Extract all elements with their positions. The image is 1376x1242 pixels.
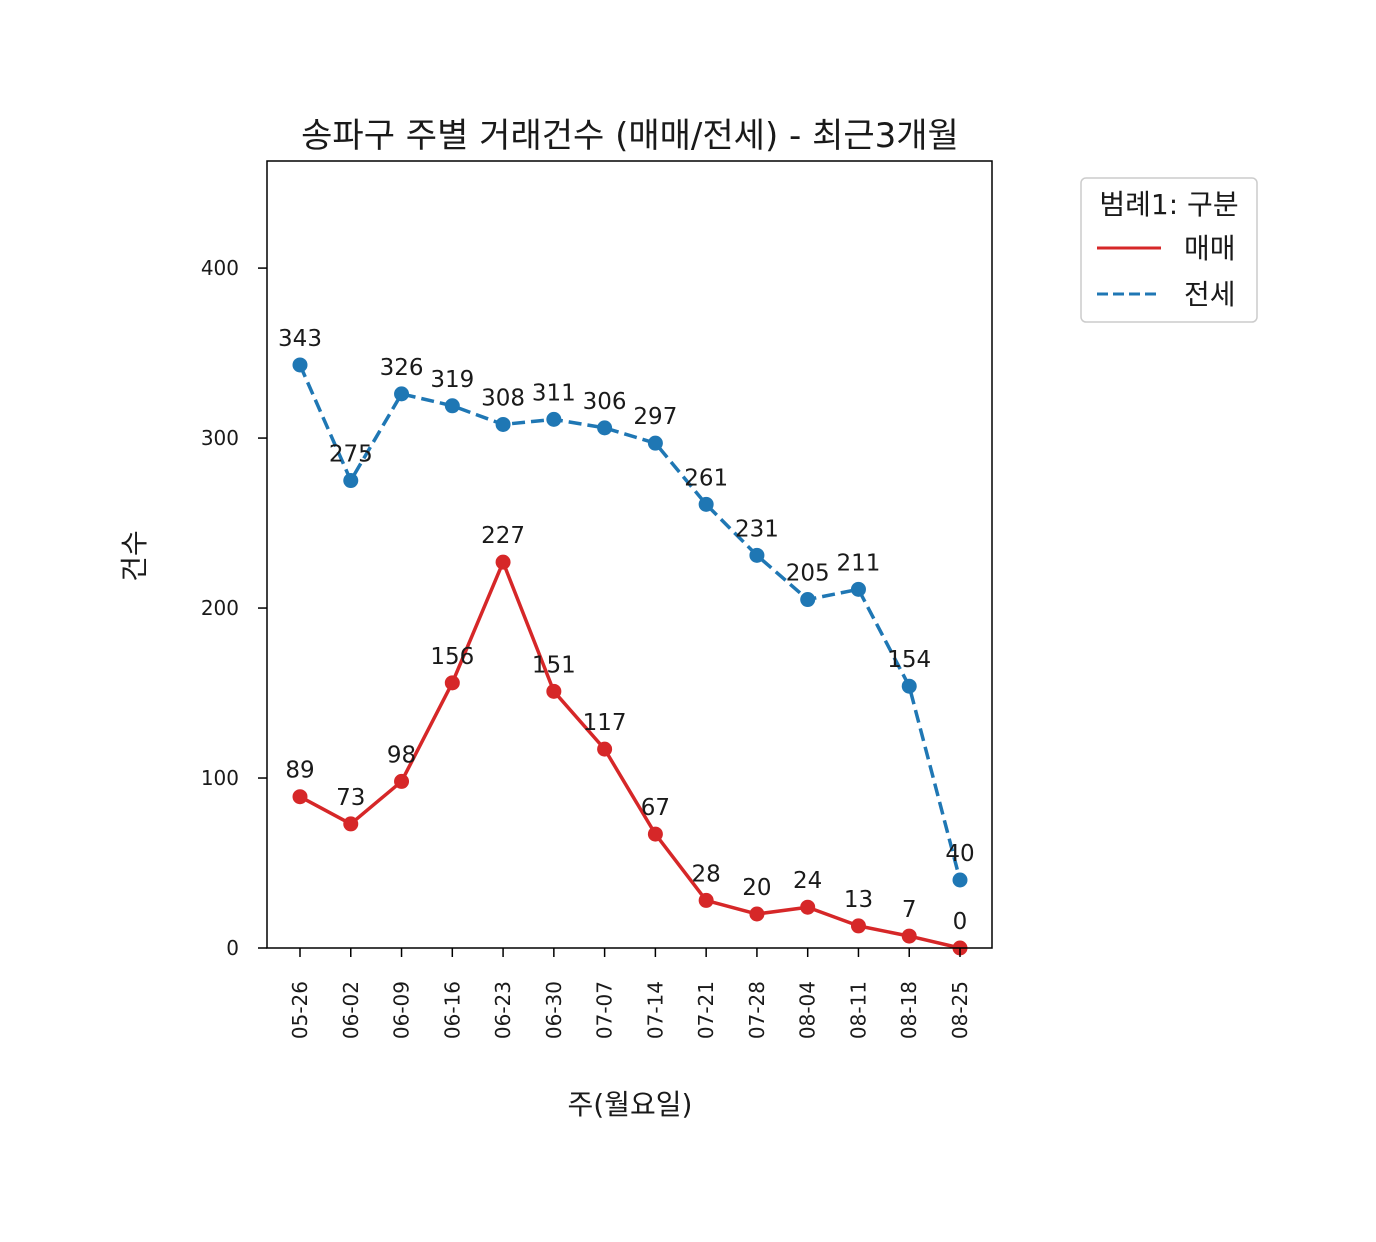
x-tick-label: 06-23 [491,981,515,1039]
x-tick-label: 06-16 [440,981,464,1039]
data-point [394,386,410,402]
data-point [901,928,917,944]
x-axis: 05-26 06-02 06-09 06-16 06-23 06-30 07-07 07-14… [288,948,972,1039]
x-tick-label: 08-18 [897,981,921,1039]
legend-title: 범례1: 구분 [1099,188,1238,221]
data-point [749,906,765,922]
data-point [698,496,714,512]
data-label: 306 [583,389,627,415]
x-tick-label: 07-28 [745,981,769,1039]
data-point [394,773,410,789]
data-point [597,420,613,436]
data-point [901,678,917,694]
data-point [444,675,460,691]
legend-label-jeonse: 전세 [1184,278,1236,311]
plot-frame [266,160,993,949]
data-label: 308 [481,385,525,411]
data-label: 275 [329,442,373,468]
data-label: 211 [837,550,881,576]
data-point [647,435,663,451]
data-point [546,411,562,427]
x-tick-label: 08-25 [948,981,972,1039]
chart-title: 송파구 주별 거래건수 (매매/전세) - 최근3개월 [301,116,959,156]
data-point [495,416,511,432]
legend: 범례1: 구분 매매 전세 [1080,177,1258,323]
data-label: 231 [735,516,779,542]
data-label: 319 [430,367,474,393]
data-point [343,816,359,832]
x-tick-label: 06-02 [339,981,363,1039]
data-point [444,398,460,414]
data-label: 73 [336,785,365,811]
data-label: 297 [633,404,677,430]
series-line [298,364,962,881]
y-tick-label: 400 [201,256,239,280]
data-label: 156 [430,644,474,670]
data-point [292,357,308,373]
y-tick-label: 200 [201,596,239,620]
data-label: 40 [945,841,974,867]
data-label: 261 [684,465,728,491]
data-point [495,554,511,570]
data-label: 89 [285,758,314,784]
legend-box [1080,177,1258,323]
legend-label-sales: 매매 [1184,232,1236,265]
y-tick-label: 100 [201,766,239,790]
y-tick-label: 0 [226,936,239,960]
data-label: 151 [532,652,576,678]
data-point [597,741,613,757]
data-label: 326 [380,355,424,381]
data-label: 343 [278,326,322,352]
x-tick-label: 08-04 [796,981,820,1039]
y-axis-label: 건수 [118,530,151,582]
data-point [343,473,359,489]
x-tick-label: 07-07 [593,981,617,1039]
x-tick-label: 08-11 [846,981,870,1039]
data-point [850,918,866,934]
x-tick-label: 07-21 [694,981,718,1039]
data-label: 28 [692,861,721,887]
x-tick-label: 06-09 [390,981,414,1039]
x-axis-label: 주(월요일) [568,1088,693,1121]
data-label: 0 [953,909,968,935]
data-point [292,789,308,805]
series-sales: 89 73 98 156 227 151 117 67 28 20 24 13 7 0 [285,523,968,956]
data-label: 20 [742,875,771,901]
data-point [698,892,714,908]
data-label: 24 [793,868,822,894]
data-label: 117 [583,710,627,736]
y-axis: 0 100 200 300 400 [201,256,267,960]
x-tick-label: 06-30 [542,981,566,1039]
data-point [546,683,562,699]
data-label: 154 [887,647,931,673]
data-label: 98 [387,742,416,768]
data-point [800,899,816,915]
data-point [800,592,816,608]
data-label: 7 [902,897,917,923]
data-label: 227 [481,523,525,549]
x-tick-label: 07-14 [643,981,667,1039]
data-point [647,826,663,842]
x-tick-label: 05-26 [288,981,312,1039]
data-label: 13 [844,887,873,913]
y-tick-label: 300 [201,426,239,450]
data-point [952,872,968,888]
data-label: 311 [532,380,576,406]
data-label: 205 [786,561,830,587]
data-label: 67 [641,795,670,821]
data-point [850,581,866,597]
data-point [749,547,765,563]
series-line [299,560,961,950]
